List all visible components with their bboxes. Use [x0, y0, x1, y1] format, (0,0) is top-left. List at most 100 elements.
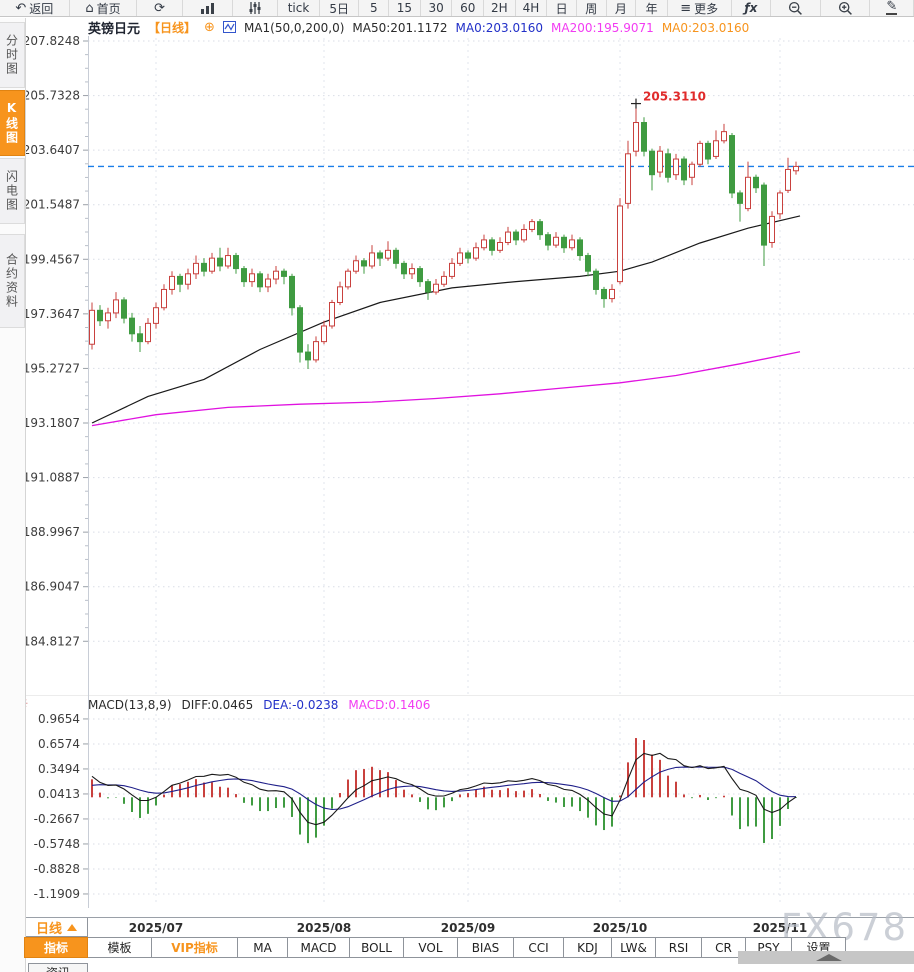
period-year-button[interactable]: 年	[636, 0, 668, 16]
add-indicator-icon[interactable]: ⊕	[204, 20, 215, 35]
indicator-panel-button[interactable]	[233, 0, 279, 16]
svg-text:2025/09: 2025/09	[441, 921, 495, 935]
menu-icon: ≡	[680, 0, 692, 16]
tab-vip-indicator[interactable]: VIP指标	[152, 937, 238, 958]
toolbar-button-label: 年	[645, 1, 658, 16]
svg-text:0.0413: 0.0413	[38, 787, 80, 801]
back-icon: ↶	[15, 0, 27, 16]
top-toolbar: ↶ 返回 ⌂ 首页 ⟳ tick 5日 5 15 30 60 2H 4H 日周月年 ≡ 更多 ƒx ✎	[0, 0, 914, 17]
macd-header: MACD(13,8,9) DIFF:0.0465 DEA:-0.0238 MAC…	[88, 698, 430, 712]
zoom-in-icon	[838, 1, 853, 16]
home-button[interactable]: ⌂ 首页	[70, 0, 138, 16]
svg-text:0.3494: 0.3494	[38, 762, 80, 776]
chart-style-button[interactable]	[183, 0, 233, 16]
tab-macd[interactable]: MACD	[288, 937, 350, 958]
toolbar-button-label: tick	[287, 1, 310, 15]
ma200-value: MA200:195.9071	[551, 20, 654, 35]
bottom-scrollbar[interactable]	[738, 951, 914, 964]
news-tab-label: 资讯	[46, 964, 70, 972]
period-month-button[interactable]: 月	[607, 0, 637, 16]
more-button[interactable]: ≡ 更多	[668, 0, 732, 16]
period-5day-button[interactable]: 5日	[320, 0, 360, 16]
svg-text:-0.8828: -0.8828	[34, 862, 80, 876]
toolbar-button-label: 15	[396, 1, 413, 15]
zoom-in-button[interactable]	[821, 0, 871, 16]
toolbar-button-label: 首页	[96, 1, 121, 16]
tab-kdj[interactable]: KDJ	[564, 937, 612, 958]
tab-cci[interactable]: CCI	[514, 937, 564, 958]
ma0-blue-value: MA0:203.0160	[455, 20, 544, 35]
bars-icon	[200, 1, 215, 15]
svg-text:207.8248: 207.8248	[23, 34, 80, 48]
period-4hour-button[interactable]: 4H	[516, 0, 548, 16]
period-day-button[interactable]: 日	[547, 0, 577, 16]
symbol-label: 英镑日元	[88, 22, 141, 37]
toolbar-button-label: 返回	[29, 1, 54, 16]
period-label: 【日线】	[148, 21, 197, 35]
tab-lwr[interactable]: LW&	[612, 937, 656, 958]
toolbar-button-label: 5日	[329, 1, 349, 16]
svg-text:199.4567: 199.4567	[23, 252, 80, 266]
macd-diff-value: DIFF:0.0465	[181, 698, 254, 712]
refresh-button[interactable]: ⟳	[137, 0, 183, 16]
svg-text:205.3110: 205.3110	[643, 90, 706, 104]
macd-dea-value: DEA:-0.0238	[263, 698, 339, 712]
svg-text:2025/11: 2025/11	[753, 921, 807, 935]
period-selector[interactable]: 日线	[26, 918, 88, 937]
macd-title: MACD(13,8,9)	[88, 698, 172, 712]
tab-boll[interactable]: BOLL	[350, 937, 404, 958]
draw-button[interactable]: ✎	[870, 0, 914, 16]
tab-template[interactable]: 模板	[88, 937, 152, 958]
formula-button[interactable]: ƒx	[732, 0, 772, 16]
period-2hour-button[interactable]: 2H	[484, 0, 516, 16]
toolbar-button-label: 周	[585, 1, 598, 16]
fx-icon: ƒx	[744, 1, 758, 15]
sidebar-item-contract-info[interactable]: 合约资料	[0, 234, 25, 328]
period-tick-button[interactable]: tick	[278, 0, 320, 16]
period-30min-button[interactable]: 30	[421, 0, 453, 16]
tab-cr[interactable]: CR	[702, 937, 746, 958]
sidebar-item-lightning-chart[interactable]: 闪电图	[0, 158, 25, 224]
period-selector-label: 日线	[35, 921, 62, 937]
news-tab-partial[interactable]: 资讯	[28, 963, 88, 972]
svg-text:203.6407: 203.6407	[23, 143, 80, 157]
ma50-value: MA50:201.1172	[352, 20, 448, 35]
svg-text:186.9047: 186.9047	[23, 580, 80, 594]
svg-text:195.2727: 195.2727	[23, 361, 80, 375]
period-60min-button[interactable]: 60	[452, 0, 485, 16]
indicator-tabbar: 指标 模板 VIP指标 MA MACD BOLL VOL BIAS CCI KDJ LW& RSI CR…	[24, 937, 846, 958]
svg-text:197.3647: 197.3647	[23, 307, 80, 321]
svg-text:-0.2667: -0.2667	[34, 812, 80, 826]
mini-chart-icon	[222, 20, 236, 35]
back-button[interactable]: ↶ 返回	[0, 0, 70, 16]
sliders-icon	[248, 1, 262, 15]
period-15min-button[interactable]: 15	[389, 0, 421, 16]
tab-ma[interactable]: MA	[238, 937, 288, 958]
period-week-button[interactable]: 周	[577, 0, 607, 16]
toolbar-button-label: 60	[460, 1, 476, 15]
tab-bias[interactable]: BIAS	[458, 937, 514, 958]
svg-text:2025/10: 2025/10	[593, 921, 647, 935]
zoom-out-button[interactable]	[771, 0, 821, 16]
sidebar-item-time-chart[interactable]: 分时图	[0, 22, 25, 88]
collapse-handle-icon[interactable]	[816, 954, 842, 961]
period-5min-button[interactable]: 5	[359, 0, 390, 16]
triangle-up-icon	[67, 923, 77, 931]
tab-rsi[interactable]: RSI	[656, 937, 702, 958]
tab-indicator[interactable]: 指标	[24, 937, 88, 958]
svg-text:2025/08: 2025/08	[297, 921, 351, 935]
left-sidebar: 分时图 K线图 闪电图合约资料	[0, 18, 26, 972]
svg-text:0.6574: 0.6574	[38, 737, 80, 751]
svg-text:205.7328: 205.7328	[23, 89, 80, 103]
svg-text:-0.5748: -0.5748	[34, 837, 80, 851]
sidebar-item-kline-chart[interactable]: K线图	[0, 90, 25, 156]
svg-text:193.1807: 193.1807	[23, 416, 80, 430]
toolbar-button-label: 5	[369, 1, 378, 15]
svg-text:-1.1909: -1.1909	[34, 887, 80, 901]
toolbar-button-label: 4H	[522, 1, 540, 15]
macd-bar-value: MACD:0.1406	[348, 698, 431, 712]
tab-vol[interactable]: VOL	[404, 937, 458, 958]
zoom-out-icon	[788, 1, 803, 16]
